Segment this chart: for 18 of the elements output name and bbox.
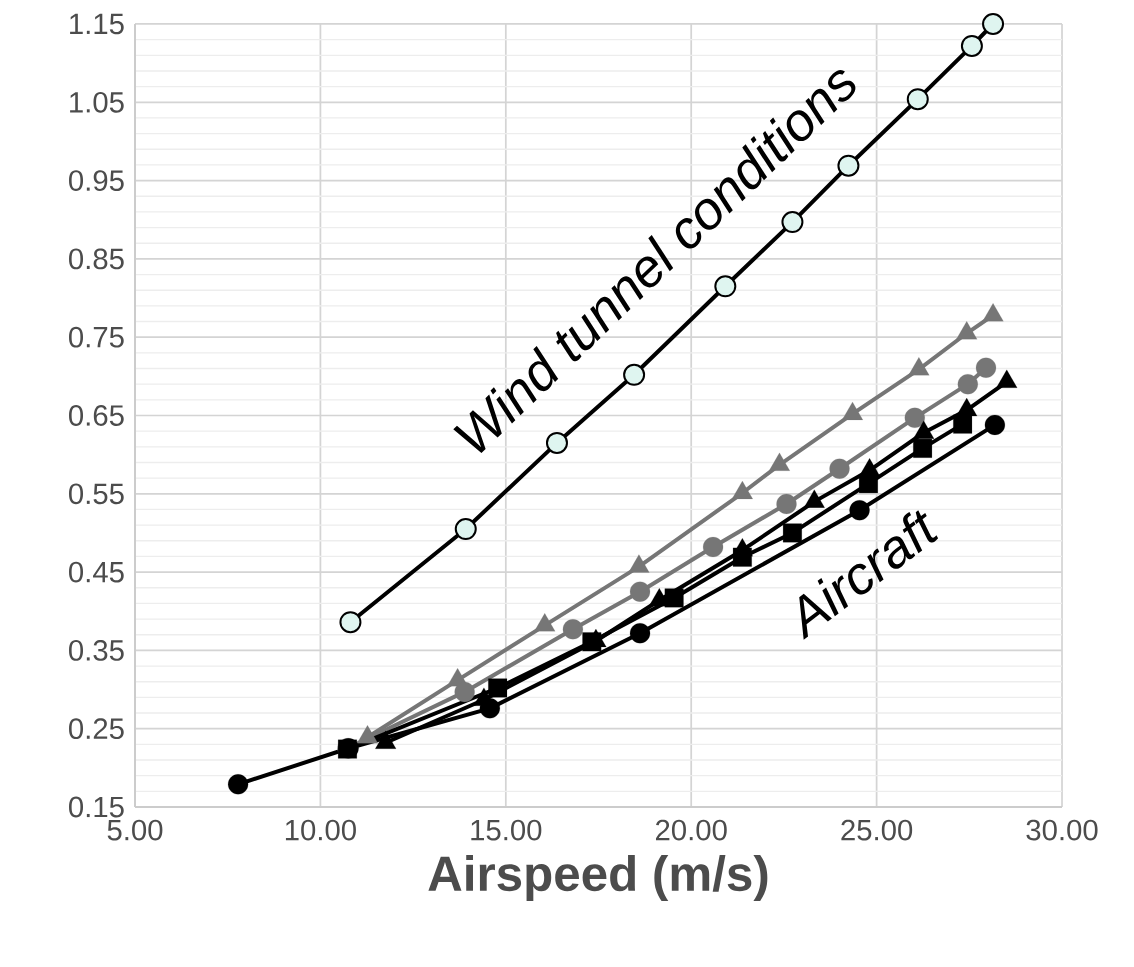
x-tick-label: 25.00	[841, 819, 913, 841]
y-tick-label: 0.35	[69, 640, 124, 661]
x-tick-label: 20.00	[655, 819, 727, 841]
y-tick-label: 1.05	[70, 91, 124, 113]
x-tick-label: 10.00	[285, 819, 356, 841]
y-tick-label: 1.15	[70, 13, 124, 35]
x-tick-label: 15.00	[471, 819, 542, 841]
y-tick-label: 0.45	[69, 561, 124, 583]
y-tick-label: 0.65	[69, 405, 124, 426]
y-tick-label: 0.85	[69, 248, 124, 270]
x-axis-title: Airspeed (m/s)	[428, 854, 768, 901]
x-tick-label: 30.00	[1026, 819, 1098, 841]
y-tick-label: 0.25	[69, 718, 124, 740]
y-tick-label: 0.15	[69, 796, 124, 818]
x-tick-label: 5.00	[107, 819, 163, 841]
y-tick-label: 0.55	[69, 483, 124, 505]
y-tick-label: 0.75	[69, 326, 124, 348]
y-tick-label: 0.95	[69, 170, 124, 191]
